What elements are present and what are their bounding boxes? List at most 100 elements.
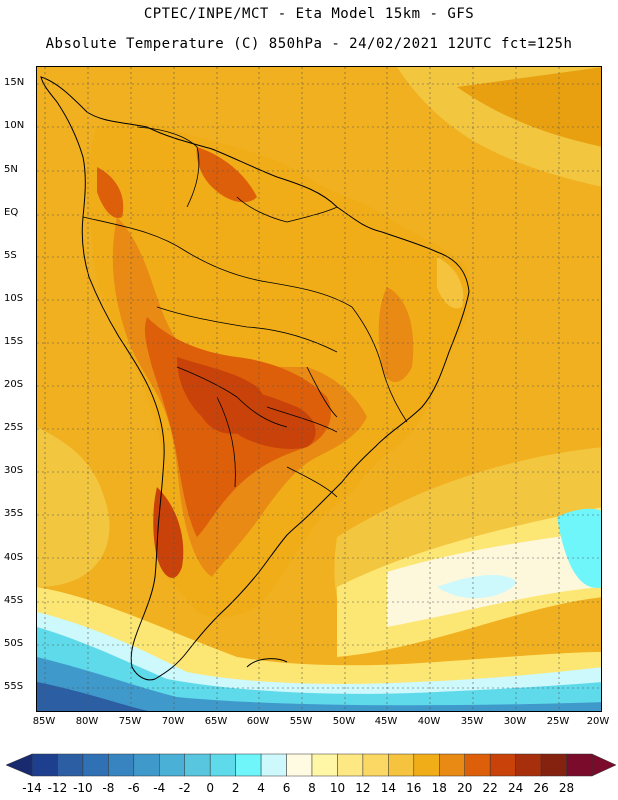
- colorbar-label: -12: [48, 781, 68, 795]
- lon-label: 60W: [246, 716, 270, 727]
- border-line: [306, 366, 338, 418]
- colorbar-label: -14: [22, 781, 42, 795]
- colorbar-label: 0: [206, 781, 214, 795]
- colorbar-swatch: [311, 753, 338, 777]
- colorbar-label: -10: [73, 781, 93, 795]
- lon-label: 20W: [586, 716, 610, 727]
- colorbar-swatch: [184, 753, 211, 777]
- colorbar-swatch: [133, 753, 160, 777]
- colorbar-swatch: [439, 753, 465, 777]
- lon-label: 65W: [204, 716, 228, 727]
- lon-label: 40W: [417, 716, 441, 727]
- lat-label: 20S: [4, 379, 24, 390]
- border-line: [216, 396, 236, 488]
- lat-label: 25S: [4, 422, 24, 433]
- colorbar-label: 26: [533, 781, 548, 795]
- colorbar-label: 22: [483, 781, 498, 795]
- lat-label: 35S: [4, 508, 24, 519]
- lon-label: 80W: [75, 716, 99, 727]
- colorbar-label: 20: [457, 781, 472, 795]
- colorbar-swatch: [489, 753, 516, 777]
- colorbar-label: -4: [153, 781, 165, 795]
- border-line: [236, 196, 338, 223]
- falklands: [246, 658, 288, 668]
- lon-label: 25W: [546, 716, 570, 727]
- colorbar-swatch: [209, 753, 236, 777]
- land-warm-ne: [378, 287, 414, 382]
- lon-label: 75W: [118, 716, 142, 727]
- border-line: [136, 126, 200, 208]
- ocean-south-deepblue: [37, 682, 148, 711]
- colorbar-label: 10: [330, 781, 345, 795]
- lat-label: 15S: [4, 336, 24, 347]
- graticule: [37, 67, 601, 711]
- colorbar-high-arrow: [591, 753, 617, 777]
- colorbar-swatch: [464, 753, 491, 777]
- colorbar-label: 18: [432, 781, 447, 795]
- lat-label: 30S: [4, 465, 24, 476]
- lat-label: 40S: [4, 552, 24, 563]
- colorbar-label: 4: [257, 781, 265, 795]
- colorbar-swatch: [388, 753, 415, 777]
- lat-label: 10S: [4, 293, 24, 304]
- border-line: [286, 466, 338, 498]
- coastline: [40, 76, 470, 681]
- colorbar-label: 2: [232, 781, 240, 795]
- colorbar-swatch: [286, 753, 313, 777]
- lon-label: 70W: [161, 716, 185, 727]
- temperature-map: [36, 66, 602, 712]
- land-hot-north: [196, 147, 257, 203]
- colorbar-swatch: [515, 753, 542, 777]
- colorbar-label: 28: [559, 781, 574, 795]
- border-line: [176, 366, 288, 428]
- lat-label: 50S: [4, 638, 24, 649]
- lat-label: 10N: [4, 120, 25, 131]
- border-line: [266, 406, 338, 433]
- ocean-cyan-east: [557, 508, 601, 588]
- chart-title-line1: CPTEC/INPE/MCT - Eta Model 15km - GFS: [143, 6, 475, 22]
- colorbar-swatch: [159, 753, 185, 777]
- colorbar-swatch: [57, 753, 84, 777]
- ocean-south-cyan: [37, 627, 601, 711]
- colorbar-label: 8: [308, 781, 316, 795]
- lon-label: 35W: [460, 716, 484, 727]
- colorbar-label: -6: [128, 781, 140, 795]
- land-hot-patagonia: [153, 487, 184, 578]
- lon-label: 50W: [332, 716, 356, 727]
- colorbar-swatch: [82, 753, 109, 777]
- colorbar-label: 12: [355, 781, 370, 795]
- land-mild-ne: [437, 257, 464, 309]
- ocean-south-blue: [37, 657, 601, 711]
- colorbar-swatch: [31, 753, 58, 777]
- border-line: [82, 216, 353, 308]
- colorbar-swatch: [362, 753, 389, 777]
- lat-label: 5N: [4, 164, 18, 175]
- lat-label: 15N: [4, 77, 25, 88]
- lon-label: 85W: [32, 716, 56, 727]
- colorbar-swatch: [260, 753, 287, 777]
- border-line: [351, 306, 408, 423]
- colorbar-label: 14: [381, 781, 396, 795]
- lon-label: 55W: [289, 716, 313, 727]
- land-hot-colombia: [97, 167, 124, 218]
- colorbar-swatch: [235, 753, 262, 777]
- colorbar-label: -8: [102, 781, 114, 795]
- colorbar-label: 16: [406, 781, 421, 795]
- colorbar-label: 6: [283, 781, 291, 795]
- lat-label: EQ: [4, 207, 19, 218]
- lat-label: 55S: [4, 681, 24, 692]
- colorbar-swatch: [108, 753, 135, 777]
- colorbar-swatch: [413, 753, 440, 777]
- chart-title-line2: Absolute Temperature (C) 850hPa - 24/02/…: [45, 36, 573, 52]
- colorbar-label: 24: [508, 781, 523, 795]
- ocean-ne-warm: [457, 67, 601, 147]
- colorbar-swatch: [540, 753, 567, 777]
- lon-label: 45W: [374, 716, 398, 727]
- colorbar-swatch: [337, 753, 364, 777]
- lat-label: 45S: [4, 595, 24, 606]
- lon-label: 30W: [503, 716, 527, 727]
- colorbar-label: -2: [179, 781, 191, 795]
- colorbar-low-arrow: [5, 753, 33, 777]
- lat-label: 5S: [4, 250, 17, 261]
- border-line: [156, 306, 338, 353]
